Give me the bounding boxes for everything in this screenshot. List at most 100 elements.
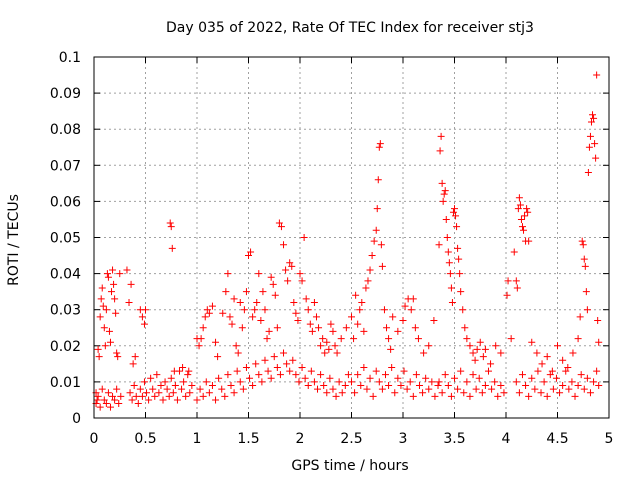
data-point-marker bbox=[310, 298, 318, 306]
data-point-marker bbox=[290, 298, 298, 306]
data-point-marker bbox=[265, 327, 273, 335]
data-point-marker bbox=[277, 223, 285, 231]
data-point-marker bbox=[488, 385, 496, 393]
data-point-marker bbox=[129, 360, 137, 368]
x-tick-label: 4.5 bbox=[546, 431, 568, 447]
data-point-marker bbox=[484, 367, 492, 375]
data-point-marker bbox=[230, 389, 238, 397]
data-point-marker bbox=[571, 392, 579, 400]
data-point-marker bbox=[591, 140, 599, 148]
data-point-marker bbox=[478, 389, 486, 397]
data-point-marker bbox=[378, 385, 386, 393]
data-point-marker bbox=[132, 392, 140, 400]
data-point-marker bbox=[261, 356, 269, 364]
data-point-marker bbox=[214, 353, 222, 361]
data-point-marker bbox=[444, 248, 452, 256]
data-point-marker bbox=[370, 237, 378, 245]
data-point-marker bbox=[307, 367, 315, 375]
data-point-marker bbox=[94, 345, 102, 353]
data-point-marker bbox=[257, 317, 265, 325]
data-point-marker bbox=[399, 317, 407, 325]
data-point-marker bbox=[497, 382, 505, 390]
grid-lines bbox=[94, 57, 609, 418]
data-point-marker bbox=[140, 320, 148, 328]
data-point-marker bbox=[247, 248, 255, 256]
data-point-marker bbox=[205, 309, 213, 317]
data-point-marker bbox=[169, 389, 177, 397]
data-point-marker bbox=[246, 374, 254, 382]
data-point-marker bbox=[197, 335, 205, 343]
data-point-marker bbox=[446, 270, 454, 278]
plot-frame bbox=[93, 56, 610, 419]
data-point-marker bbox=[203, 306, 211, 314]
data-point-marker bbox=[218, 385, 226, 393]
data-point-marker bbox=[319, 335, 327, 343]
y-tick-label: 0.09 bbox=[50, 86, 81, 102]
data-point-marker bbox=[437, 132, 445, 140]
data-point-marker bbox=[500, 389, 508, 397]
data-point-marker bbox=[590, 378, 598, 386]
data-point-marker bbox=[159, 396, 167, 404]
data-point-marker bbox=[556, 389, 564, 397]
data-point-marker bbox=[101, 342, 109, 350]
data-point-marker bbox=[314, 385, 322, 393]
data-point-marker bbox=[589, 111, 597, 119]
data-point-marker bbox=[521, 212, 529, 220]
data-point-marker bbox=[338, 389, 346, 397]
data-point-marker bbox=[528, 374, 536, 382]
data-point-marker bbox=[228, 320, 236, 328]
data-point-marker bbox=[383, 324, 391, 332]
data-point-marker bbox=[394, 374, 402, 382]
y-tick-label: 0.02 bbox=[50, 339, 81, 355]
data-point-marker bbox=[461, 324, 469, 332]
data-point-marker bbox=[304, 382, 312, 390]
data-point-marker bbox=[312, 313, 320, 321]
data-point-marker bbox=[452, 212, 460, 220]
data-point-marker bbox=[315, 324, 323, 332]
data-points bbox=[92, 71, 603, 411]
data-point-marker bbox=[471, 356, 479, 364]
data-point-marker bbox=[224, 270, 232, 278]
data-point-marker bbox=[215, 374, 223, 382]
y-tick-label: 0.1 bbox=[59, 50, 81, 66]
data-point-marker bbox=[449, 208, 457, 216]
y-tick-label: 0.03 bbox=[50, 303, 81, 319]
data-point-marker bbox=[208, 302, 216, 310]
data-point-marker bbox=[466, 392, 474, 400]
data-point-marker bbox=[184, 371, 192, 379]
data-point-marker bbox=[436, 147, 444, 155]
data-point-marker bbox=[352, 291, 360, 299]
data-point-marker bbox=[512, 378, 520, 386]
data-point-marker bbox=[582, 288, 590, 296]
x-tick-label: 1 bbox=[193, 431, 202, 447]
data-point-marker bbox=[562, 367, 570, 375]
data-point-marker bbox=[590, 114, 598, 122]
data-point-marker bbox=[537, 389, 545, 397]
data-point-marker bbox=[481, 382, 489, 390]
data-point-marker bbox=[296, 270, 304, 278]
x-tick-label: 0.5 bbox=[134, 431, 156, 447]
data-point-marker bbox=[196, 385, 204, 393]
y-tick-label: 0.08 bbox=[50, 122, 81, 138]
data-point-marker bbox=[438, 179, 446, 187]
data-point-marker bbox=[138, 313, 146, 321]
data-point-marker bbox=[212, 396, 220, 404]
data-point-marker bbox=[364, 277, 372, 285]
data-point-marker bbox=[193, 396, 201, 404]
data-point-marker bbox=[578, 237, 586, 245]
data-point-marker bbox=[581, 262, 589, 270]
data-point-marker bbox=[104, 389, 112, 397]
data-point-marker bbox=[335, 378, 343, 386]
data-point-marker bbox=[292, 371, 300, 379]
data-point-marker bbox=[242, 288, 250, 296]
data-point-marker bbox=[538, 360, 546, 368]
data-point-marker bbox=[109, 266, 117, 274]
data-point-marker bbox=[240, 306, 248, 314]
data-point-marker bbox=[422, 374, 430, 382]
data-point-marker bbox=[106, 338, 114, 346]
data-point-marker bbox=[173, 396, 181, 404]
data-point-marker bbox=[366, 266, 374, 274]
data-point-marker bbox=[354, 320, 362, 328]
data-point-marker bbox=[323, 338, 331, 346]
